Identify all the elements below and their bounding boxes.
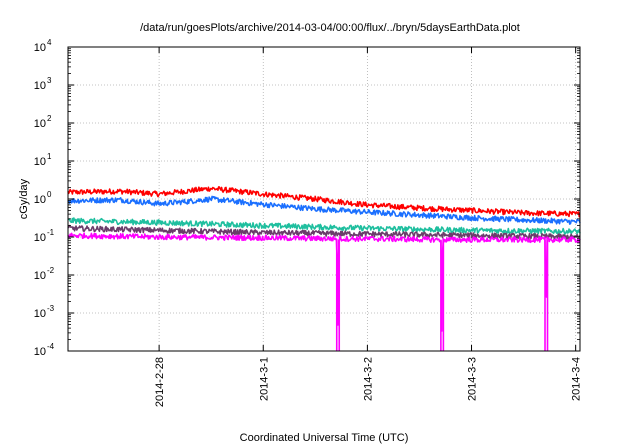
x-tick-label: 2014-3-3 [467, 357, 479, 401]
y-tick-exponent: 3 [47, 76, 52, 85]
series-line-5 [67, 232, 581, 332]
series-line-3 [67, 217, 581, 235]
y-tick-label: 10 [34, 308, 46, 320]
y-tick-label: 10 [34, 118, 46, 130]
y-tick-label: 10 [34, 232, 46, 244]
series-line-4 [67, 224, 581, 241]
chart-title: /data/run/goesPlots/archive/2014-03-04/0… [140, 22, 520, 34]
x-tick-label: 2014-2-28 [154, 357, 166, 407]
y-tick-label: 10 [34, 42, 46, 54]
x-axis-label: Coordinated Universal Time (UTC) [240, 432, 409, 444]
y-tick-label: 10 [34, 270, 46, 282]
y-tick-label: 10 [34, 156, 46, 168]
y-tick-label: 10 [34, 194, 46, 206]
y-tick-exponent: -4 [47, 342, 55, 351]
series-group [67, 186, 581, 351]
x-axis: 2014-2-28 2014-3-1 2014-3-2 2014-3-3 2014-3-… [154, 47, 583, 407]
y-tick-exponent: 0 [47, 190, 52, 199]
y-tick-exponent: -3 [47, 304, 55, 313]
y-tick-exponent: 4 [47, 38, 52, 47]
x-tick-label: 2014-3-1 [258, 357, 270, 401]
y-tick-label: 10 [34, 346, 46, 358]
y-tick-exponent: -1 [47, 228, 55, 237]
y-tick-exponent: 2 [47, 114, 52, 123]
series-line-2 [67, 195, 581, 225]
x-tick-label: 2014-3-2 [362, 357, 374, 401]
y-axis-label: cGy/day [18, 178, 30, 219]
x-tick-label: 2014-3-4 [571, 357, 583, 401]
series-line-1 [67, 186, 581, 218]
y-tick-exponent: 1 [47, 152, 52, 161]
y-tick-exponent: -2 [47, 266, 55, 275]
y-tick-label: 10 [34, 80, 46, 92]
